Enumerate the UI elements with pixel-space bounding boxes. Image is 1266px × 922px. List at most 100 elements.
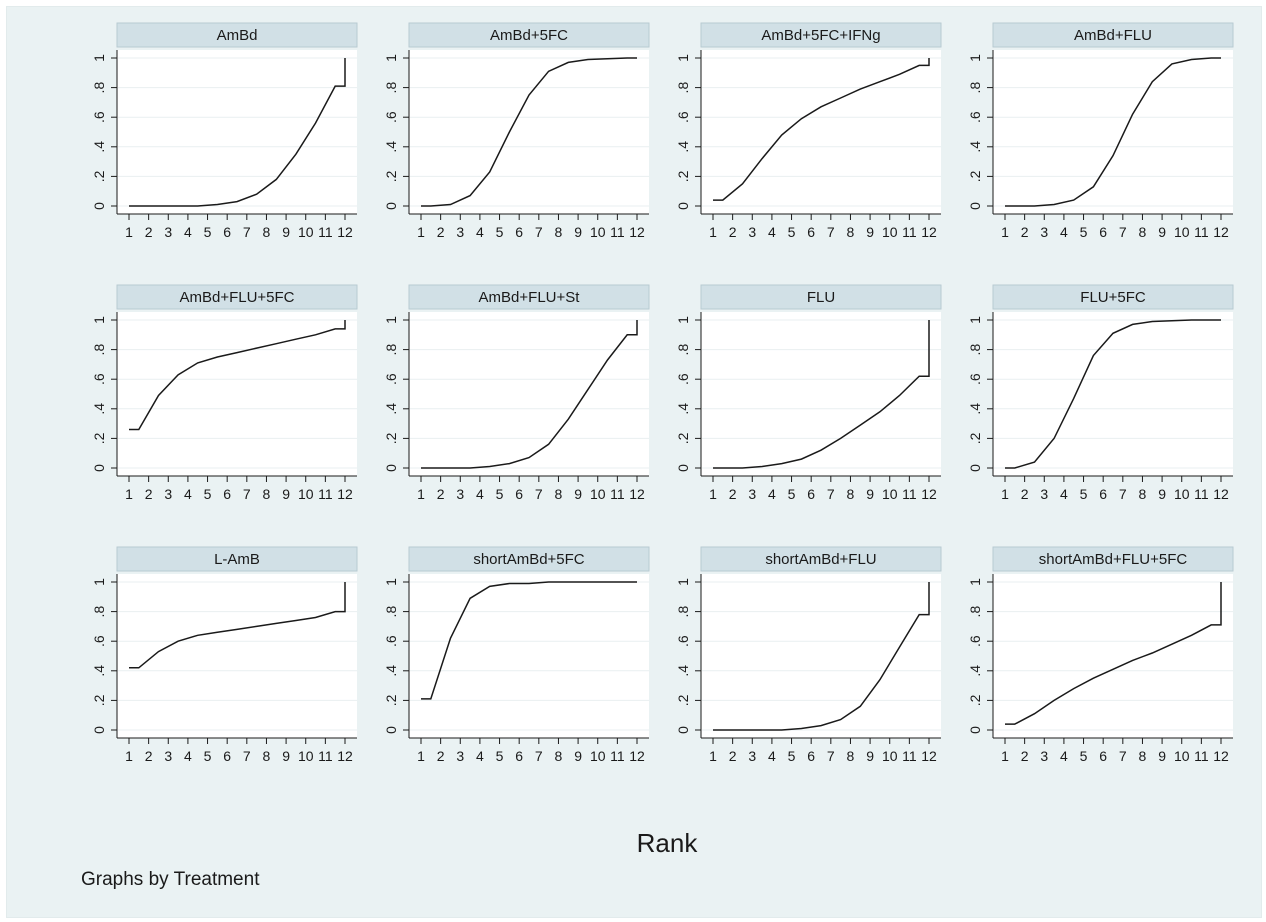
plot-area	[701, 574, 941, 738]
y-tick-label: 0	[675, 464, 691, 472]
panel-title-strip	[116, 22, 358, 48]
series-line	[421, 320, 638, 469]
series-line	[421, 57, 637, 207]
y-tick-label: 1	[675, 316, 691, 324]
x-tick-label: 11	[1194, 224, 1209, 240]
y-tick-label: 1	[91, 54, 107, 62]
y-tick-label: 1	[383, 316, 399, 324]
y-tick-label: 1	[967, 54, 983, 62]
x-tick-label: 12	[337, 486, 353, 502]
x-tick-label: 2	[437, 224, 445, 240]
x-tick-label: 10	[882, 486, 898, 502]
x-tick-label: 4	[476, 224, 484, 240]
x-tick-label: 2	[145, 224, 153, 240]
x-tick-label: 9	[866, 486, 874, 502]
x-tick-label: 9	[1158, 486, 1166, 502]
y-tick-label: .8	[91, 82, 107, 94]
x-tick-label: 1	[417, 224, 425, 240]
x-tick-label: 7	[535, 486, 543, 502]
x-tick-label: 2	[1021, 224, 1029, 240]
panel-5: AmBd+FLU+St0.2.4.6.811 2 3 4 5 6 7 8 9 10 11 12	[383, 284, 650, 502]
x-tick-label: 6	[515, 224, 523, 240]
x-tick-label: 11	[902, 486, 917, 502]
x-tick-label: 8	[1139, 748, 1147, 764]
x-tick-label: 3	[748, 224, 756, 240]
panel-title: shortAmBd+FLU+5FC	[1039, 551, 1188, 568]
x-tick-label: 12	[1213, 748, 1229, 764]
y-tick-label: 0	[675, 726, 691, 734]
y-tick-label: .2	[967, 694, 983, 706]
y-tick-label: .6	[967, 635, 983, 647]
x-tick-label: 3	[456, 224, 464, 240]
x-tick-label: 8	[263, 224, 271, 240]
series-line	[1005, 57, 1221, 207]
y-tick-label: .6	[383, 635, 399, 647]
plot-area	[117, 574, 357, 738]
y-tick-label: 0	[967, 726, 983, 734]
x-tick-label: 4	[768, 748, 776, 764]
panel-title-strip	[700, 546, 942, 572]
x-tick-label: 9	[574, 224, 582, 240]
x-tick-label: 11	[318, 224, 333, 240]
panel-title-strip	[408, 284, 650, 310]
x-tick-label: 9	[282, 224, 290, 240]
x-tick-label: 11	[902, 748, 917, 764]
x-tick-label: 12	[629, 224, 645, 240]
x-axis-title: Rank	[637, 828, 699, 858]
x-tick-label: 4	[768, 224, 776, 240]
y-tick-label: .2	[675, 170, 691, 182]
y-tick-label: .8	[383, 344, 399, 356]
x-tick-label: 5	[1080, 224, 1088, 240]
x-tick-label: 5	[204, 748, 212, 764]
x-tick-label: 7	[1119, 486, 1127, 502]
series-line	[713, 582, 930, 731]
x-tick-label: 10	[1174, 486, 1190, 502]
panel-title: AmBd	[217, 27, 258, 44]
x-tick-label: 1	[125, 748, 133, 764]
panel-title-strip	[992, 284, 1234, 310]
x-tick-label: 11	[1194, 486, 1209, 502]
y-tick-label: .6	[383, 111, 399, 123]
y-tick-label: 0	[383, 202, 399, 210]
x-tick-label: 3	[456, 486, 464, 502]
x-tick-label: 7	[243, 748, 251, 764]
y-tick-label: 1	[675, 578, 691, 586]
plot-area	[993, 50, 1233, 214]
x-tick-label: 6	[515, 486, 523, 502]
plot-area	[409, 50, 649, 214]
x-tick-label: 1	[125, 486, 133, 502]
y-tick-label: .6	[675, 635, 691, 647]
y-tick-label: .8	[383, 82, 399, 94]
y-tick-label: .2	[91, 694, 107, 706]
y-tick-label: 0	[383, 464, 399, 472]
x-tick-label: 10	[590, 486, 606, 502]
x-tick-label: 6	[223, 224, 231, 240]
x-tick-label: 6	[1099, 486, 1107, 502]
x-tick-label: 10	[298, 486, 314, 502]
y-tick-label: .2	[675, 432, 691, 444]
series-line	[129, 582, 346, 669]
x-tick-label: 2	[729, 486, 737, 502]
x-tick-label: 12	[337, 748, 353, 764]
x-tick-label: 3	[748, 486, 756, 502]
y-tick-label: .8	[383, 606, 399, 618]
y-tick-label: .6	[675, 373, 691, 385]
x-tick-label: 6	[515, 748, 523, 764]
x-tick-label: 2	[437, 748, 445, 764]
x-tick-label: 1	[709, 486, 717, 502]
panel-title: AmBd+FLU+St	[479, 289, 581, 306]
x-tick-label: 4	[184, 486, 192, 502]
y-tick-label: 1	[967, 578, 983, 586]
y-tick-label: .4	[675, 665, 691, 677]
plot-area	[993, 574, 1233, 738]
panel-title-strip	[700, 22, 942, 48]
plot-area	[701, 312, 941, 476]
x-tick-label: 5	[496, 748, 504, 764]
x-tick-label: 1	[709, 748, 717, 764]
y-tick-label: .2	[383, 432, 399, 444]
x-tick-label: 9	[282, 748, 290, 764]
x-tick-label: 9	[282, 486, 290, 502]
